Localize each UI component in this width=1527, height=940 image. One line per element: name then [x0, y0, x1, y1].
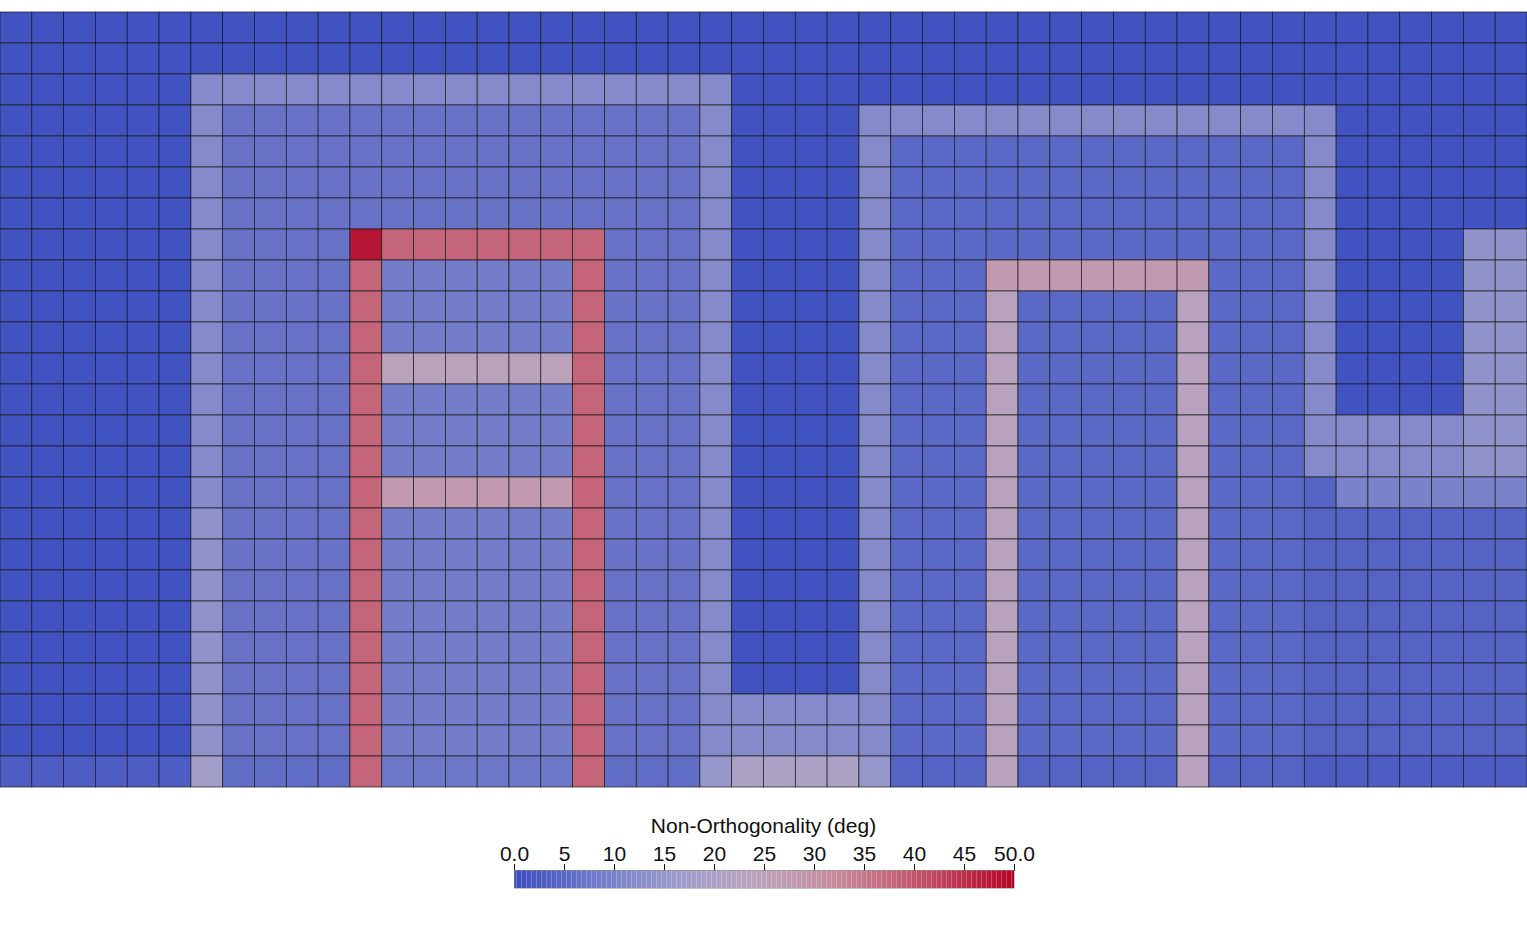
svg-text:50.0: 50.0	[994, 842, 1035, 865]
svg-text:5: 5	[558, 842, 570, 865]
html-text:Non-Orthogonality (deg): Non-Orthogonality (deg)	[650, 814, 877, 837]
svg-text:35: 35	[852, 842, 875, 865]
svg-text:45: 45	[952, 842, 975, 865]
svg-text:25: 25	[752, 842, 775, 865]
svg-text:20: 20	[702, 842, 725, 865]
svg-text:30: 30	[802, 842, 825, 865]
svg-text:0.0: 0.0	[499, 842, 528, 865]
svg-text:15: 15	[652, 842, 675, 865]
svg-text:10: 10	[602, 842, 625, 865]
svg-text:40: 40	[902, 842, 925, 865]
